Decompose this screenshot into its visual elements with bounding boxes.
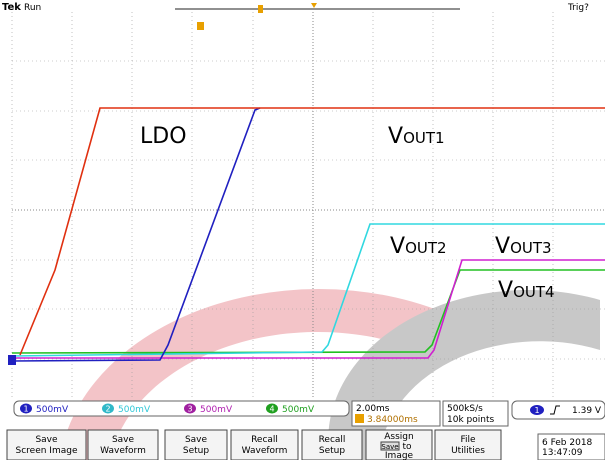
button-label: Save — [35, 435, 58, 445]
button-label: Recall — [319, 435, 346, 445]
watermark-arc — [328, 290, 600, 460]
button-label: Setup — [183, 446, 209, 456]
channel-scale: 500mV — [36, 405, 69, 415]
acquisition-box[interactable] — [442, 400, 509, 427]
button-label: Screen Image — [16, 446, 78, 456]
button-frame — [6, 429, 87, 460]
button-label: Image — [385, 451, 414, 460]
ground-marker — [8, 355, 16, 365]
button-label: File — [460, 435, 476, 445]
trigger-icon — [197, 22, 204, 30]
trigger-state: Trig? — [567, 3, 589, 13]
vout1-label: VOUT1 — [388, 124, 445, 149]
sample-rate: 500kS/s — [447, 404, 483, 414]
button-label: Assign — [384, 432, 413, 442]
channel-number: 3 — [187, 405, 192, 414]
date: 6 Feb 2018 — [542, 438, 593, 448]
vout2-label: VOUT2 — [390, 234, 447, 259]
slope-icon — [550, 405, 560, 415]
channel-bar — [13, 400, 350, 417]
channel-number: 1 — [23, 405, 28, 414]
button-label: Save — [185, 435, 208, 445]
trace-ch1 — [11, 107, 261, 362]
trigger-source: 1 — [534, 406, 539, 415]
time: 13:47:09 — [542, 448, 583, 458]
button-label: Waveform — [242, 446, 288, 456]
button-label: Save — [112, 435, 135, 445]
channel-number: 2 — [105, 405, 110, 414]
timebase-position: 3.84000ms — [367, 415, 418, 425]
button-label: Setup — [319, 446, 345, 456]
channel-badge — [266, 403, 278, 414]
run-state: Run — [24, 3, 41, 13]
channel-badge — [184, 403, 196, 414]
channel-readouts: 1 500mV 2 500mV 3 500mV 4 500mV — [20, 403, 315, 415]
channel-scale: 500mV — [200, 405, 233, 415]
trace-ch3 — [12, 259, 605, 359]
button-frame — [301, 429, 363, 460]
position-icon — [355, 414, 364, 423]
brand: Tek — [2, 2, 21, 13]
button-frame — [87, 429, 159, 460]
button-label: Recall — [251, 435, 278, 445]
channel-badge — [102, 403, 114, 414]
timebase-scale: 2.00ms — [356, 404, 390, 414]
graticule — [11, 12, 605, 398]
button-key: Save — [381, 443, 398, 451]
key-icon — [380, 441, 400, 451]
button-label: to — [402, 442, 412, 452]
watermark-arc — [60, 289, 480, 460]
channel-scale: 500mV — [118, 405, 151, 415]
record-length: 10k points — [447, 415, 494, 425]
button-frame — [164, 429, 228, 460]
button-label: Waveform — [100, 446, 146, 456]
button-frame — [434, 429, 502, 460]
trace-ldo — [19, 107, 605, 356]
channel-number: 4 — [269, 405, 274, 414]
channel-badge — [20, 403, 32, 414]
clock-box — [537, 433, 605, 460]
channel-scale: 500mV — [282, 405, 315, 415]
vout4-label: VOUT4 — [498, 278, 555, 303]
trigger-source-badge — [530, 405, 544, 415]
trigger-marker — [258, 5, 263, 13]
vout3-label: VOUT3 — [495, 234, 552, 259]
button-label: Utilities — [451, 446, 485, 456]
ldo-label: LDO — [140, 124, 187, 149]
button-frame — [230, 429, 299, 460]
trigger-level: 1.39 V — [572, 406, 602, 416]
trigger-position — [311, 3, 317, 8]
timebase-box[interactable] — [351, 400, 441, 427]
trace-ch2 — [11, 223, 605, 357]
